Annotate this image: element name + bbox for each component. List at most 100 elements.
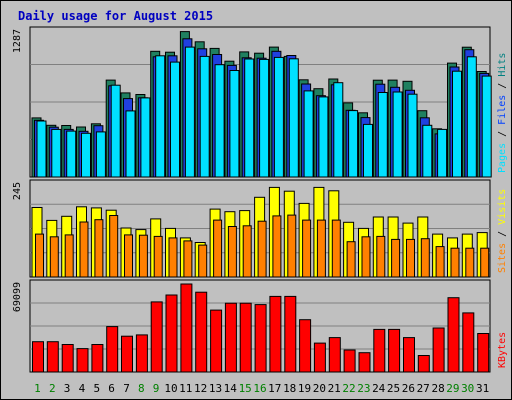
day-label-5: 5 — [93, 382, 100, 395]
bar-kbytes-day-22 — [343, 349, 356, 373]
bar-sites-day-23 — [361, 236, 371, 278]
bar-pages-day-10 — [170, 61, 180, 178]
bar-kbytes-day-3 — [61, 344, 74, 373]
day-label-19: 19 — [298, 382, 311, 395]
bar-pages-day-30 — [466, 56, 477, 178]
day-label-26: 26 — [402, 382, 415, 395]
day-label-17: 17 — [268, 382, 281, 395]
bar-kbytes-day-20 — [313, 342, 326, 373]
bar-sites-day-27 — [420, 238, 430, 278]
legend-part: Hits — [497, 53, 508, 77]
legend-part: / — [497, 125, 508, 143]
day-label-20: 20 — [313, 382, 326, 395]
day-label-31: 31 — [476, 382, 489, 395]
day-label-22: 22 — [342, 382, 355, 395]
bar-sites-day-25 — [391, 238, 401, 278]
bar-pages-day-29 — [452, 70, 462, 178]
bar-sites-day-7 — [124, 234, 133, 278]
day-label-25: 25 — [387, 382, 400, 395]
bar-sites-day-15 — [242, 225, 252, 278]
legend-part: Sites — [497, 243, 508, 273]
day-label-13: 13 — [209, 382, 222, 395]
bar-sites-day-18 — [287, 214, 297, 278]
bar-pages-day-7 — [125, 110, 136, 178]
ymax-label-visits-sites: 245 — [12, 182, 23, 200]
day-label-3: 3 — [64, 382, 71, 395]
legend-pages-files-hits: Pages / Files / Hits — [497, 53, 508, 173]
bar-pages-day-2 — [51, 128, 62, 178]
bar-sites-day-17 — [272, 215, 282, 278]
bar-pages-day-23 — [363, 123, 373, 178]
bar-sites-day-30 — [465, 247, 475, 278]
bar-sites-day-22 — [346, 241, 356, 278]
day-label-29: 29 — [446, 382, 459, 395]
bar-pages-day-6 — [110, 84, 121, 178]
bar-sites-day-12 — [198, 244, 208, 278]
legend-kbytes: KBytes — [497, 332, 508, 368]
bar-kbytes-day-9 — [150, 301, 163, 373]
bar-sites-day-29 — [450, 247, 460, 278]
bar-sites-day-6 — [109, 215, 119, 278]
bar-kbytes-day-13 — [210, 309, 223, 373]
bar-kbytes-day-10 — [165, 294, 178, 373]
day-label-8: 8 — [138, 382, 145, 395]
bar-sites-day-24 — [376, 235, 386, 278]
bar-sites-day-10 — [168, 237, 178, 278]
bar-pages-day-19 — [303, 90, 314, 178]
bar-kbytes-day-16 — [254, 304, 267, 373]
bar-pages-day-21 — [333, 82, 344, 178]
day-label-27: 27 — [417, 382, 430, 395]
chart-title: Daily usage for August 2015 — [18, 9, 213, 23]
bar-kbytes-day-28 — [432, 327, 445, 373]
bar-kbytes-day-23 — [358, 352, 371, 373]
bar-kbytes-day-14 — [224, 302, 237, 373]
bar-pages-day-4 — [81, 132, 91, 178]
bar-sites-day-3 — [64, 234, 74, 278]
bar-kbytes-day-30 — [462, 312, 475, 373]
day-label-12: 12 — [194, 382, 207, 395]
bar-kbytes-day-11 — [180, 283, 193, 373]
bar-kbytes-day-12 — [195, 291, 208, 373]
bar-kbytes-day-2 — [46, 341, 59, 373]
day-label-15: 15 — [239, 382, 252, 395]
day-label-4: 4 — [79, 382, 86, 395]
bar-pages-day-31 — [481, 75, 492, 178]
day-label-24: 24 — [372, 382, 386, 395]
day-label-9: 9 — [153, 382, 160, 395]
legend-part: Visits — [497, 189, 508, 225]
bar-pages-day-14 — [229, 70, 240, 178]
bar-sites-day-9 — [153, 235, 163, 278]
bar-kbytes-day-7 — [121, 335, 133, 373]
bar-pages-day-20 — [318, 96, 329, 178]
legend-part: Files — [497, 95, 508, 125]
bar-pages-day-26 — [407, 93, 418, 178]
bar-pages-day-17 — [273, 56, 284, 178]
bar-pages-day-24 — [377, 92, 388, 178]
legend-part: / — [497, 77, 508, 95]
legend-part: Pages — [497, 143, 508, 173]
bar-pages-day-8 — [140, 97, 151, 178]
bar-pages-day-9 — [155, 55, 166, 178]
ymax-label-pages-files-hits: 1287 — [12, 29, 23, 53]
ymax-label-kbytes: 69099 — [12, 282, 23, 312]
bar-kbytes-day-26 — [403, 337, 415, 373]
bar-kbytes-day-24 — [373, 328, 386, 373]
day-label-30: 30 — [461, 382, 474, 395]
bar-pages-day-5 — [95, 131, 106, 178]
day-label-2: 2 — [49, 382, 56, 395]
legend-part: KBytes — [497, 332, 508, 368]
bar-kbytes-day-17 — [269, 295, 282, 373]
bar-sites-day-4 — [79, 221, 89, 278]
bar-kbytes-day-5 — [91, 344, 104, 373]
bar-sites-day-13 — [213, 219, 223, 278]
bar-sites-day-19 — [302, 219, 312, 278]
bar-sites-day-8 — [138, 234, 148, 278]
bar-kbytes-day-15 — [239, 302, 252, 373]
bar-pages-day-28 — [437, 128, 448, 178]
bar-pages-day-25 — [392, 91, 403, 178]
bar-sites-day-31 — [480, 247, 490, 278]
bar-kbytes-day-4 — [76, 348, 89, 373]
bar-kbytes-day-18 — [284, 295, 297, 373]
bar-sites-day-26 — [406, 238, 415, 278]
